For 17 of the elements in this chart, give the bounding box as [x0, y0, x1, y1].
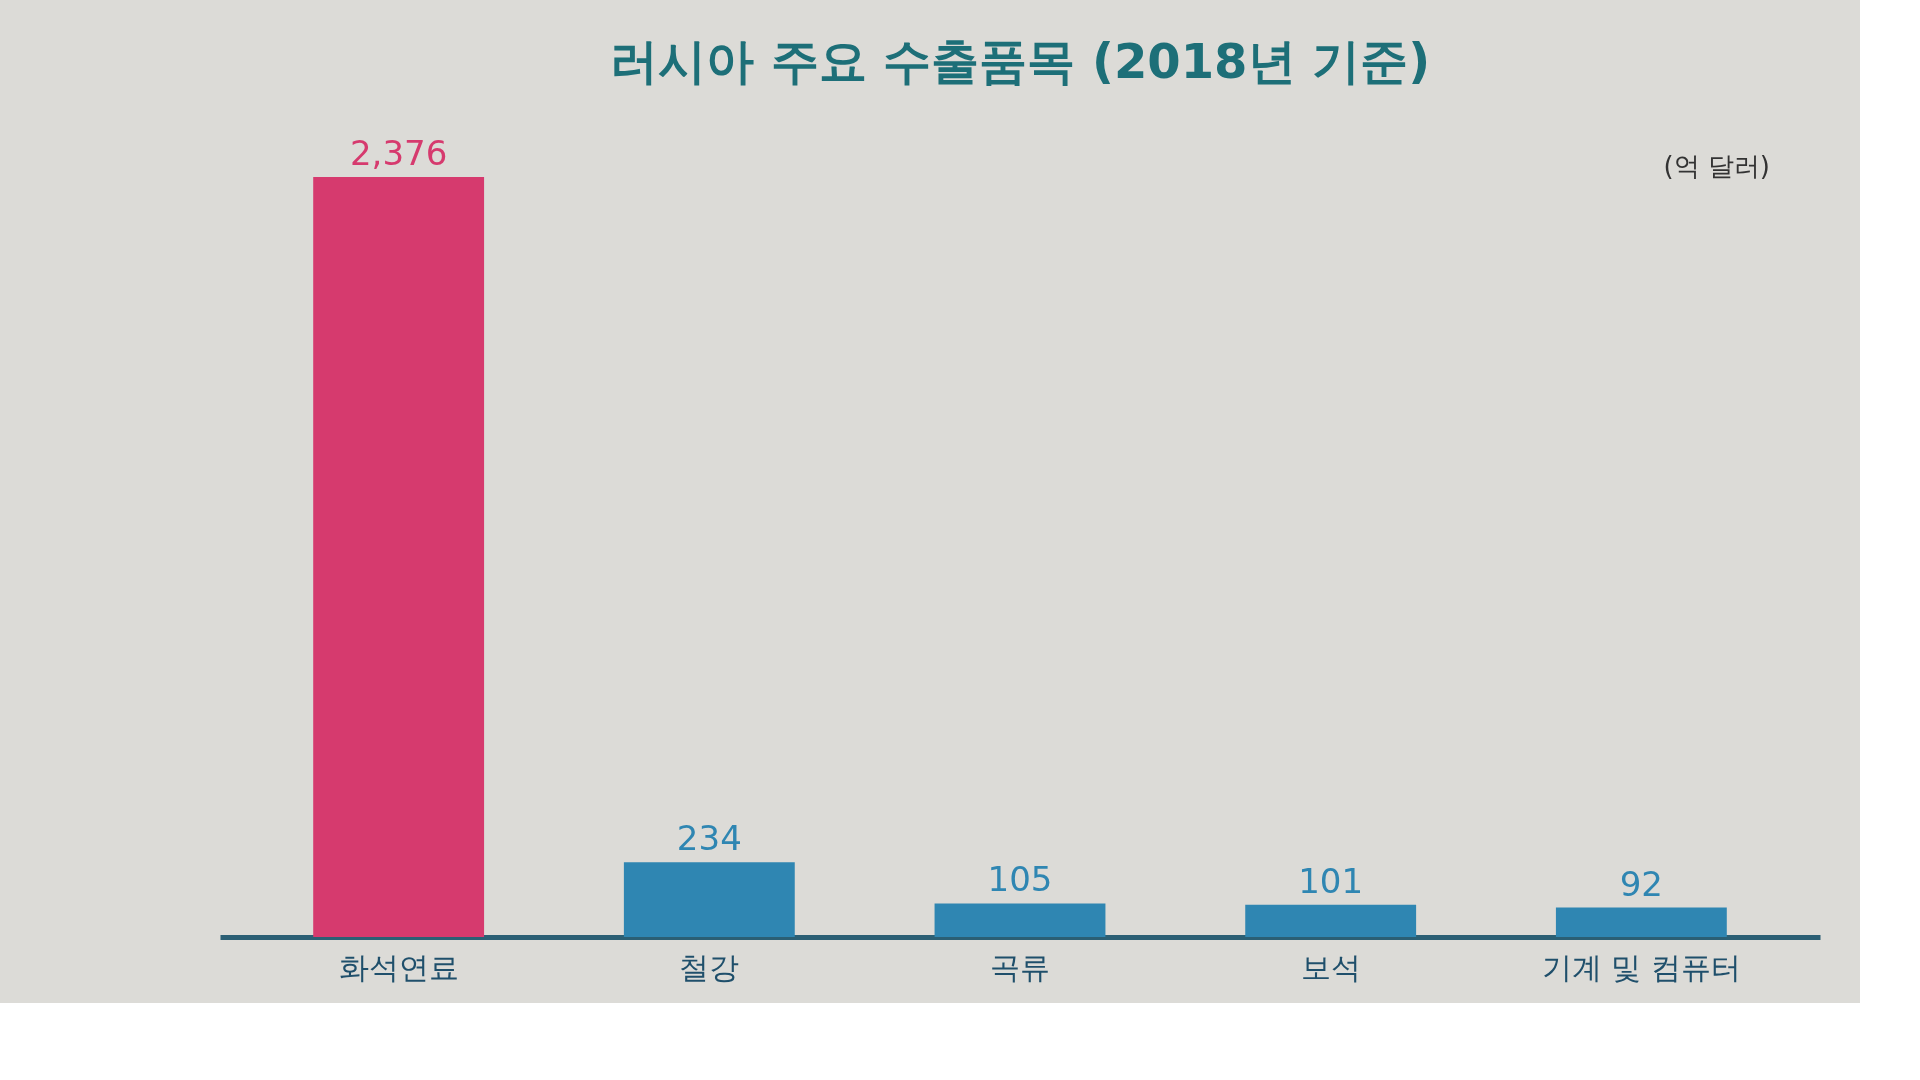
bar — [1245, 904, 1417, 937]
data-label: 2,376 — [349, 133, 448, 173]
x-tick-label: 화석연료 — [338, 949, 459, 985]
x-tick-label: 보석 — [1300, 949, 1361, 985]
x-tick-label: 기계 및 컴퓨터 — [1541, 949, 1741, 985]
data-label: 101 — [1298, 860, 1364, 901]
chart-title: 러시아 주요 수출품목 (2018년 기준) — [609, 33, 1431, 89]
bar — [313, 177, 485, 937]
data-label: 92 — [1619, 863, 1663, 904]
data-label: 105 — [987, 859, 1053, 900]
x-tick-label: 철강 — [679, 949, 740, 985]
bar — [623, 862, 795, 937]
bar — [934, 903, 1106, 937]
annotation: (억 달러) — [1663, 151, 1770, 181]
x-tick-label: 곡류 — [990, 949, 1050, 985]
bar — [1555, 907, 1727, 937]
data-label: 234 — [676, 818, 742, 859]
